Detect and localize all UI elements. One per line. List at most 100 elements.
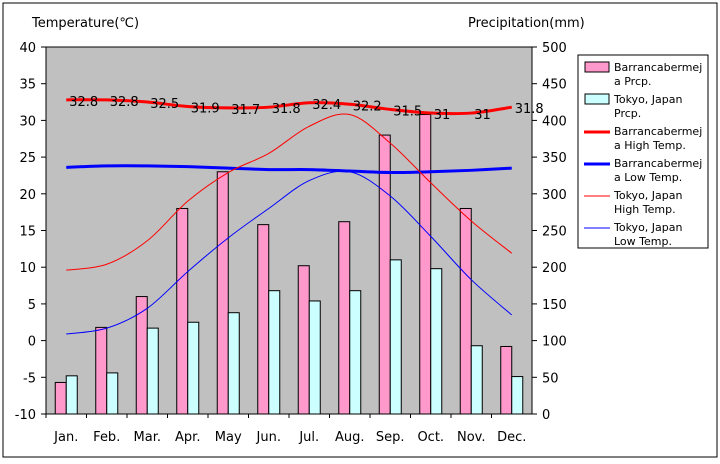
bar-tokyo-prcp — [430, 268, 443, 415]
legend-swatch — [584, 93, 610, 105]
x-tick-label: Dec. — [497, 430, 526, 445]
x-tick-label: May — [215, 430, 242, 445]
bar-tokyo-prcp — [65, 375, 78, 415]
x-tick-label: Feb. — [93, 430, 120, 445]
x-tick-label: Jan. — [53, 430, 78, 445]
plot-background — [45, 46, 533, 415]
y-right-tick-label: 350 — [542, 151, 567, 166]
y-right-tick-label: 0 — [542, 408, 550, 423]
y-left-tick-label: 20 — [19, 188, 36, 203]
y-left-tick-label: -10 — [15, 408, 36, 423]
bar-tokyo-prcp — [268, 290, 281, 415]
x-tick-label: Apr. — [175, 430, 200, 445]
bar-barrancabermeja-prcp — [95, 326, 108, 415]
bar-barrancabermeja-prcp — [338, 221, 351, 415]
high-temp-data-label: 32.4 — [312, 98, 341, 113]
high-temp-data-label: 32.5 — [150, 97, 179, 112]
legend-label: Prcp. — [614, 107, 641, 120]
high-temp-data-label: 31.9 — [191, 101, 220, 116]
legend-label: Tokyo, Japan — [613, 221, 682, 234]
legend-swatch — [584, 61, 610, 73]
line-barrancabermeja-high — [66, 98, 512, 116]
x-tick-label: Aug. — [335, 430, 365, 445]
y-left-tick-label: 25 — [19, 151, 36, 166]
y-right-tick-label: 500 — [542, 41, 567, 56]
bar-tokyo-prcp — [308, 300, 321, 415]
legend-label: a Prcp. — [614, 75, 652, 88]
legend-label: Tokyo, Japan — [613, 93, 682, 106]
y-right-tick-label: 400 — [542, 114, 567, 129]
bar-barrancabermeja-prcp — [419, 114, 432, 415]
legend-box — [577, 54, 709, 249]
y-right-tick-label: 300 — [542, 188, 567, 203]
bar-barrancabermeja-prcp — [459, 207, 472, 415]
bar-barrancabermeja-prcp — [257, 224, 270, 415]
y-right-tick-label: 150 — [542, 298, 567, 313]
high-temp-data-label: 31 — [434, 108, 451, 123]
legend-label: High Temp. — [614, 203, 676, 216]
y-left-ticks: 40 35 30 25 20 15 10 5 0 -5 -10 — [15, 41, 46, 423]
bar-tokyo-prcp — [470, 345, 483, 415]
bar-barrancabermeja-prcp — [176, 207, 189, 415]
y-left-tick-label: -5 — [23, 371, 36, 386]
bar-tokyo-prcp — [106, 372, 119, 415]
x-tick-label: Sep. — [376, 430, 405, 445]
high-temp-data-label: 32.8 — [69, 95, 98, 110]
x-tick-label: Mar. — [134, 430, 161, 445]
high-temp-data-label: 31.8 — [272, 102, 301, 117]
precip-bars — [54, 114, 524, 415]
x-tick-labels: Jan. Feb. Mar. Apr. May Jun. Jul. Aug. Sep. Oct. N… — [45, 414, 526, 445]
temperature-lines — [66, 98, 513, 335]
legend-label: Barrancabermej — [614, 125, 702, 138]
bar-barrancabermeja-prcp — [216, 171, 229, 415]
legend-label: Low Temp. — [614, 235, 672, 248]
bar-barrancabermeja-prcp — [297, 265, 310, 415]
y-right-tick-label: 250 — [542, 225, 567, 240]
y-left-tick-label: 35 — [19, 78, 36, 93]
y-left-tick-label: 40 — [19, 41, 36, 56]
bar-tokyo-prcp — [349, 290, 362, 415]
y-right-axis-title: Precipitation(mm) — [468, 16, 585, 31]
bar-tokyo-prcp — [146, 327, 159, 415]
y-left-axis-title: Temperature(℃) — [31, 16, 139, 31]
y-left-tick-label: 15 — [19, 225, 36, 240]
y-left-tick-label: 30 — [19, 114, 36, 129]
high-temp-data-label: 31.5 — [393, 104, 422, 119]
x-tick-label: Nov. — [457, 430, 486, 445]
legend-label: a High Temp. — [614, 139, 686, 152]
high-temp-data-label: 32.2 — [353, 99, 382, 114]
y-right-tick-label: 50 — [542, 371, 559, 386]
high-temp-data-label: 31.8 — [515, 102, 544, 117]
high-temp-data-label: 31 — [474, 108, 491, 123]
x-tick-label: Jun. — [256, 430, 281, 445]
high-temp-data-label: 31.7 — [231, 103, 260, 118]
y-left-tick-label: 10 — [19, 261, 36, 276]
line-tokyo-low — [66, 170, 513, 335]
high-temp-data-labels: 32.8 32.8 32.5 31.9 31.7 31.8 32.4 32.2 31.5 31 31… — [69, 95, 543, 123]
bar-tokyo-prcp — [227, 312, 240, 415]
bar-tokyo-prcp — [187, 321, 200, 415]
bar-barrancabermeja-prcp — [378, 134, 391, 415]
x-tick-label: Jul. — [298, 430, 319, 445]
high-temp-data-label: 32.8 — [110, 95, 139, 110]
bar-tokyo-prcp — [511, 376, 524, 415]
y-right-tick-label: 450 — [542, 78, 567, 93]
legend-label: Tokyo, Japan — [613, 189, 682, 202]
line-barrancabermeja-low — [66, 164, 512, 175]
y-left-tick-label: 5 — [28, 298, 36, 313]
legend-label: Barrancabermej — [614, 157, 702, 170]
bar-tokyo-prcp — [389, 259, 402, 415]
y-right-tick-label: 100 — [542, 335, 567, 350]
bar-barrancabermeja-prcp — [500, 345, 513, 415]
x-tick-label: Oct. — [417, 430, 444, 445]
bar-barrancabermeja-prcp — [54, 381, 67, 415]
y-left-tick-label: 0 — [28, 335, 36, 350]
line-tokyo-high — [66, 113, 513, 271]
legend-label: a Low Temp. — [614, 171, 682, 184]
legend-label: Barrancabermej — [614, 61, 702, 74]
y-right-tick-label: 200 — [542, 261, 567, 276]
